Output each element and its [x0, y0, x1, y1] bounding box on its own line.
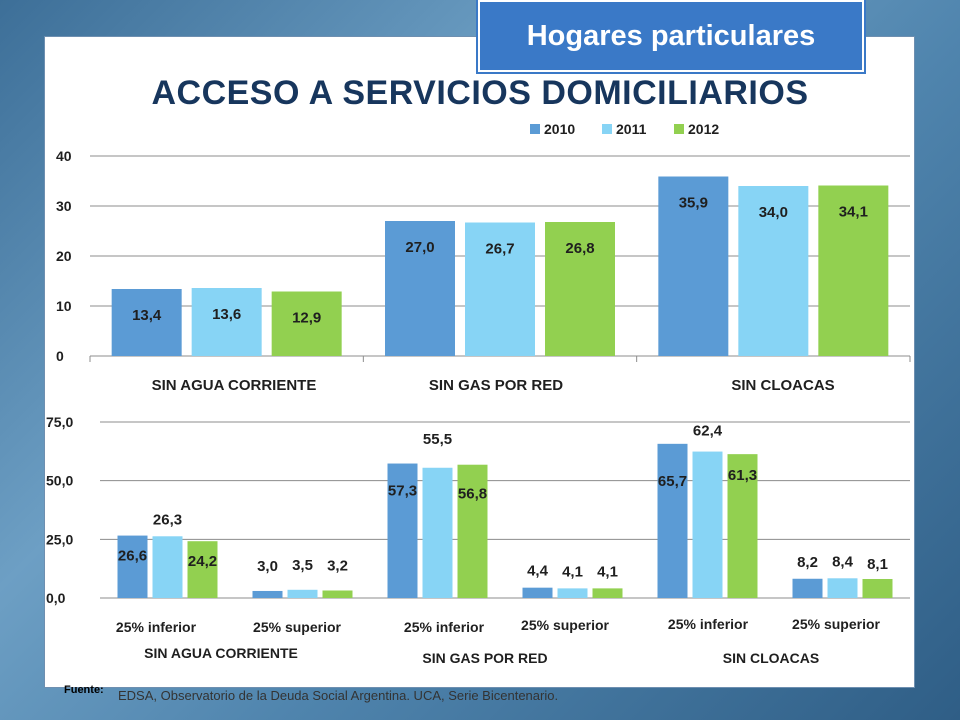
source-text: EDSA, Observatorio de la Deuda Social Ar… — [118, 688, 559, 703]
data-label: 13,6 — [212, 306, 241, 323]
x-category-label: 25% inferior — [404, 619, 485, 635]
data-label: 26,8 — [565, 240, 594, 257]
y-tick-label: 40 — [56, 148, 72, 164]
bar-2010 — [111, 289, 182, 356]
bar-2010 — [387, 463, 418, 598]
bar-2012 — [727, 454, 758, 598]
x-category-label: 25% inferior — [668, 616, 749, 632]
x-group-label: SIN GAS POR RED — [422, 650, 547, 666]
section-badge: Hogares particulares — [478, 0, 864, 72]
bar-2012 — [187, 541, 218, 598]
data-label: 57,3 — [388, 483, 417, 500]
y-tick-label: 30 — [56, 198, 72, 214]
data-label: 13,4 — [132, 307, 162, 324]
x-category-label: 25% superior — [253, 619, 341, 635]
y-tick-label: 50,0 — [46, 473, 73, 489]
bar-2011 — [465, 222, 535, 356]
x-category-label: SIN CLOACAS — [731, 377, 834, 394]
data-label: 55,5 — [423, 431, 452, 448]
x-category-label: 25% superior — [792, 616, 880, 632]
bar-2012 — [457, 464, 488, 598]
x-category-label: 25% inferior — [116, 619, 197, 635]
data-label: 35,9 — [679, 195, 708, 212]
y-tick-label: 25,0 — [46, 531, 73, 547]
data-label: 34,0 — [759, 204, 788, 221]
bar-2012 — [271, 291, 342, 356]
bar-2010 — [658, 176, 729, 356]
x-category-label: 25% superior — [521, 617, 609, 633]
bar-2012 — [592, 588, 623, 598]
data-label: 3,2 — [327, 557, 348, 574]
bar-2011 — [692, 451, 723, 598]
bar-2010 — [792, 578, 823, 598]
y-tick-label: 0,0 — [46, 590, 66, 606]
y-tick-label: 20 — [56, 248, 72, 264]
data-label: 34,1 — [839, 204, 868, 221]
bar-2011 — [557, 588, 588, 598]
data-label: 4,1 — [597, 563, 618, 580]
bar-2011 — [152, 536, 183, 598]
data-label: 27,0 — [405, 239, 434, 256]
data-label: 56,8 — [458, 486, 487, 503]
bar-2010 — [522, 587, 553, 598]
bar-2012 — [545, 222, 615, 356]
bar-2011 — [738, 186, 809, 356]
data-label: 65,7 — [658, 473, 687, 490]
bar-2012 — [862, 578, 893, 598]
data-label: 3,0 — [257, 558, 278, 575]
chart-title: ACCESO A SERVICIOS DOMICILIARIOS — [151, 74, 809, 112]
bar-2011 — [287, 589, 318, 598]
data-label: 26,6 — [118, 548, 147, 565]
bar-2010 — [385, 221, 455, 356]
bar-2012 — [818, 185, 889, 356]
data-label: 8,1 — [867, 556, 888, 573]
data-label: 24,2 — [188, 553, 217, 570]
data-label: 8,2 — [797, 554, 818, 571]
data-label: 26,7 — [485, 241, 514, 258]
bar-2010 — [252, 590, 283, 598]
data-label: 4,4 — [527, 563, 549, 580]
y-tick-label: 0 — [56, 348, 64, 364]
source-label: Fuente: — [64, 684, 104, 696]
data-label: 61,3 — [728, 467, 757, 484]
data-label: 8,4 — [832, 553, 854, 570]
bar-2010 — [657, 443, 688, 598]
legend-swatch-2011 — [602, 124, 612, 134]
x-group-label: SIN AGUA CORRIENTE — [144, 645, 298, 661]
legend-label: 2010 — [544, 121, 575, 137]
data-label: 3,5 — [292, 557, 313, 574]
data-label: 12,9 — [292, 310, 321, 327]
y-tick-label: 10 — [56, 298, 72, 314]
bar-2010 — [117, 535, 148, 598]
bar-2011 — [191, 288, 262, 356]
data-label: 4,1 — [562, 563, 583, 580]
bar-2011 — [827, 578, 858, 598]
x-category-label: SIN GAS POR RED — [429, 377, 563, 394]
y-tick-label: 75,0 — [46, 414, 73, 430]
bar-2011 — [422, 467, 453, 598]
legend-swatch-2012 — [674, 124, 684, 134]
data-label: 62,4 — [693, 423, 723, 440]
legend-swatch-2010 — [530, 124, 540, 134]
legend-label: 2011 — [616, 121, 647, 137]
legend-label: 2012 — [688, 121, 719, 137]
bar-2012 — [322, 590, 353, 598]
x-group-label: SIN CLOACAS — [723, 650, 819, 666]
x-category-label: SIN AGUA CORRIENTE — [152, 377, 317, 394]
data-label: 26,3 — [153, 511, 182, 528]
